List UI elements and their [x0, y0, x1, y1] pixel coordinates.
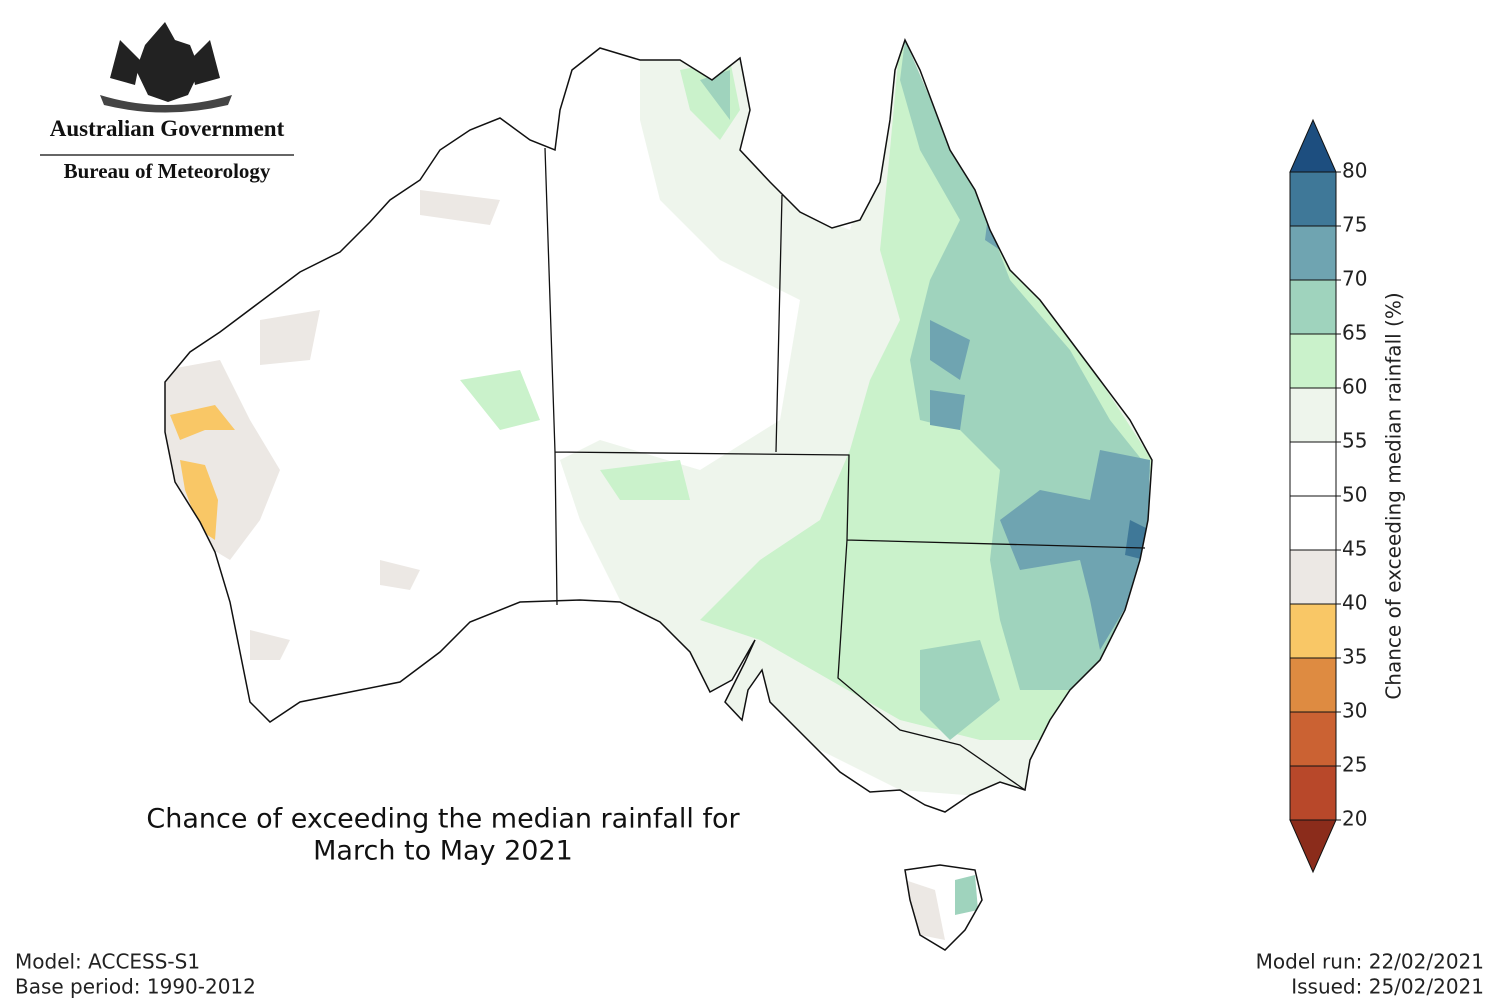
base-period: Base period: 1990-2012 [15, 975, 256, 999]
colorbar-segment [1290, 658, 1336, 712]
logo: Australian Government Bureau of Meteorol… [40, 22, 294, 183]
colorbar-extend-max [1289, 118, 1337, 173]
colorbar-tick-label: 20 [1342, 807, 1367, 831]
agency: Australian Government [50, 116, 285, 141]
colorbar-tick-label: 55 [1342, 429, 1367, 453]
colorbar-segment [1290, 496, 1336, 550]
colorbar-tick-label: 45 [1342, 537, 1367, 561]
colorbar-label: Chance of exceeding median rainfall (%) [1382, 292, 1406, 699]
colorbar-segment [1290, 442, 1336, 496]
colorbar-tick-label: 30 [1342, 699, 1367, 723]
colorbar-segment [1290, 550, 1336, 604]
title-line: March to May 2021 [313, 836, 573, 867]
title-line: Chance of exceeding the median rainfall … [146, 804, 740, 835]
colorbar-segment [1290, 226, 1336, 280]
colorbar-segment [1290, 172, 1336, 226]
colorbar-tick-label: 80 [1342, 159, 1367, 183]
colorbar-segment [1290, 712, 1336, 766]
colorbar: 20 25 30 35 40 45 50 55 60 65 70 75 80 Chance of exce… [1289, 118, 1406, 874]
colorbar-segment [1290, 766, 1336, 820]
colorbar-tick-label: 65 [1342, 321, 1367, 345]
model-run: Model run: 22/02/2021 [1256, 950, 1484, 974]
colorbar-segment [1290, 280, 1336, 334]
colorbar-tick-label: 40 [1342, 591, 1367, 615]
colorbar-tick-label: 25 [1342, 753, 1367, 777]
bureau: Bureau of Meteorology [64, 159, 271, 183]
issued: Issued: 25/02/2021 [1291, 975, 1484, 999]
colorbar-tick-label: 35 [1342, 645, 1367, 669]
colorbar-tick-label: 70 [1342, 267, 1367, 291]
colorbar-extend-min [1289, 819, 1337, 874]
colorbar-tick-label: 75 [1342, 213, 1367, 237]
colorbar-tick-label: 60 [1342, 375, 1367, 399]
colorbar-segment [1290, 334, 1336, 388]
colorbar-tick-label: 50 [1342, 483, 1367, 507]
model: Model: ACCESS-S1 [15, 950, 200, 974]
colorbar-segment [1290, 604, 1336, 658]
colorbar-segment [1290, 388, 1336, 442]
